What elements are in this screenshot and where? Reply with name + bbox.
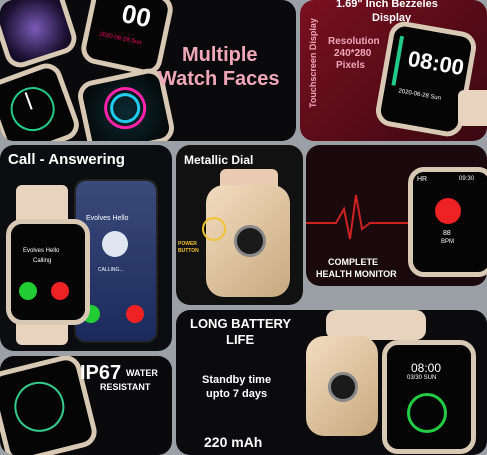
touchscreen-side-label: Touchscreen Display [307,18,318,108]
watch-faces-title-2: Watch Faces [158,68,280,90]
watch-faces-panel: 00 2020-06-28 Sun Multiple Watch Faces [0,0,296,141]
ip67-small-2: RESISTANT [100,382,151,392]
battery-title-1: LONG BATTERY [190,316,292,331]
metallic-watch-back [206,185,290,297]
resolution-line-2: 240*280 [334,48,372,59]
call-watch: Evolves Hello Calling [6,219,90,325]
phone-caller-name: Evolves Hello [86,215,129,222]
standby-line-2: upto 7 days [206,388,268,400]
watch-accept-button[interactable] [19,282,37,300]
health-hr-label: HR [417,176,428,183]
resolution-line-3: Pixels [336,60,365,71]
battery-watch-date: 03/30 SUN [407,375,437,381]
sensor-icon [234,225,266,257]
power-button[interactable] [202,217,226,241]
watch-face-galaxy [0,0,81,72]
power-button-label-2: BUTTON [178,248,199,254]
charging-icon [407,393,447,433]
digital-clock-text: 00 [119,0,154,34]
heart-icon [435,198,461,224]
resolution-line-1: Resolution [328,36,380,47]
battery-watch-time: 08:00 [411,361,442,375]
metallic-title: Metallic Dial [184,153,254,167]
watch-decline-button[interactable] [51,282,69,300]
battery-watch-back [306,336,378,436]
battery-panel: LONG BATTERY LIFE Standby time upto 7 da… [176,310,487,455]
metallic-dial-panel: Metallic Dial POWER BUTTON [176,145,303,305]
bezel-watch-time: 08:00 [406,45,466,81]
bpm-unit: BPM [441,239,455,245]
digital-date-text: 2020-06-28 Sun [98,31,143,47]
ecg-line [306,194,426,240]
health-label-1: COMPLETE [328,257,379,267]
standby-line-1: Standby time [202,374,272,386]
call-panel: Call - Answering Evolves Hello CALLING..… [0,145,172,351]
bpm-value: 88 [443,230,451,237]
health-time: 09:30 [459,176,475,182]
ip67-small-1: WATER [126,368,158,378]
power-button-label-1: POWER [178,241,197,247]
call-title: Call - Answering [8,151,125,168]
health-label-2: HEALTH MONITOR [316,269,397,279]
battery-watch: 08:00 03/30 SUN [382,340,476,454]
phone-decline-button[interactable] [126,305,144,323]
contact-avatar-icon [102,231,128,257]
ip67-big: IP67 [80,362,122,384]
watch-caller-name: Evolves Hello [23,248,60,254]
display-panel: 1.69" Inch Bezzeles Display Touchscreen … [300,0,487,141]
health-watch: HR 09:30 88 BPM [408,167,487,277]
bezel-watch-date: 2020-06-28 Sun [397,88,442,102]
health-panel: COMPLETE HEALTH MONITOR HR 09:30 88 BPM [306,145,487,286]
display-heading-1: 1.69" Inch Bezzeles [336,0,438,10]
watch-face-analog [0,59,84,141]
battery-title-2: LIFE [226,332,255,347]
watch-faces-title-1: Multiple [182,44,258,66]
watch-face-digital: 00 2020-06-28 Sun [78,0,176,78]
battery-sensor-icon [328,372,358,402]
ip67-panel: IP67 WATER RESISTANT [0,356,172,455]
phone-calling-text: CALLING... [98,267,124,273]
battery-capacity: 220 mAh [204,434,263,450]
watch-calling-text: Calling [33,258,52,264]
